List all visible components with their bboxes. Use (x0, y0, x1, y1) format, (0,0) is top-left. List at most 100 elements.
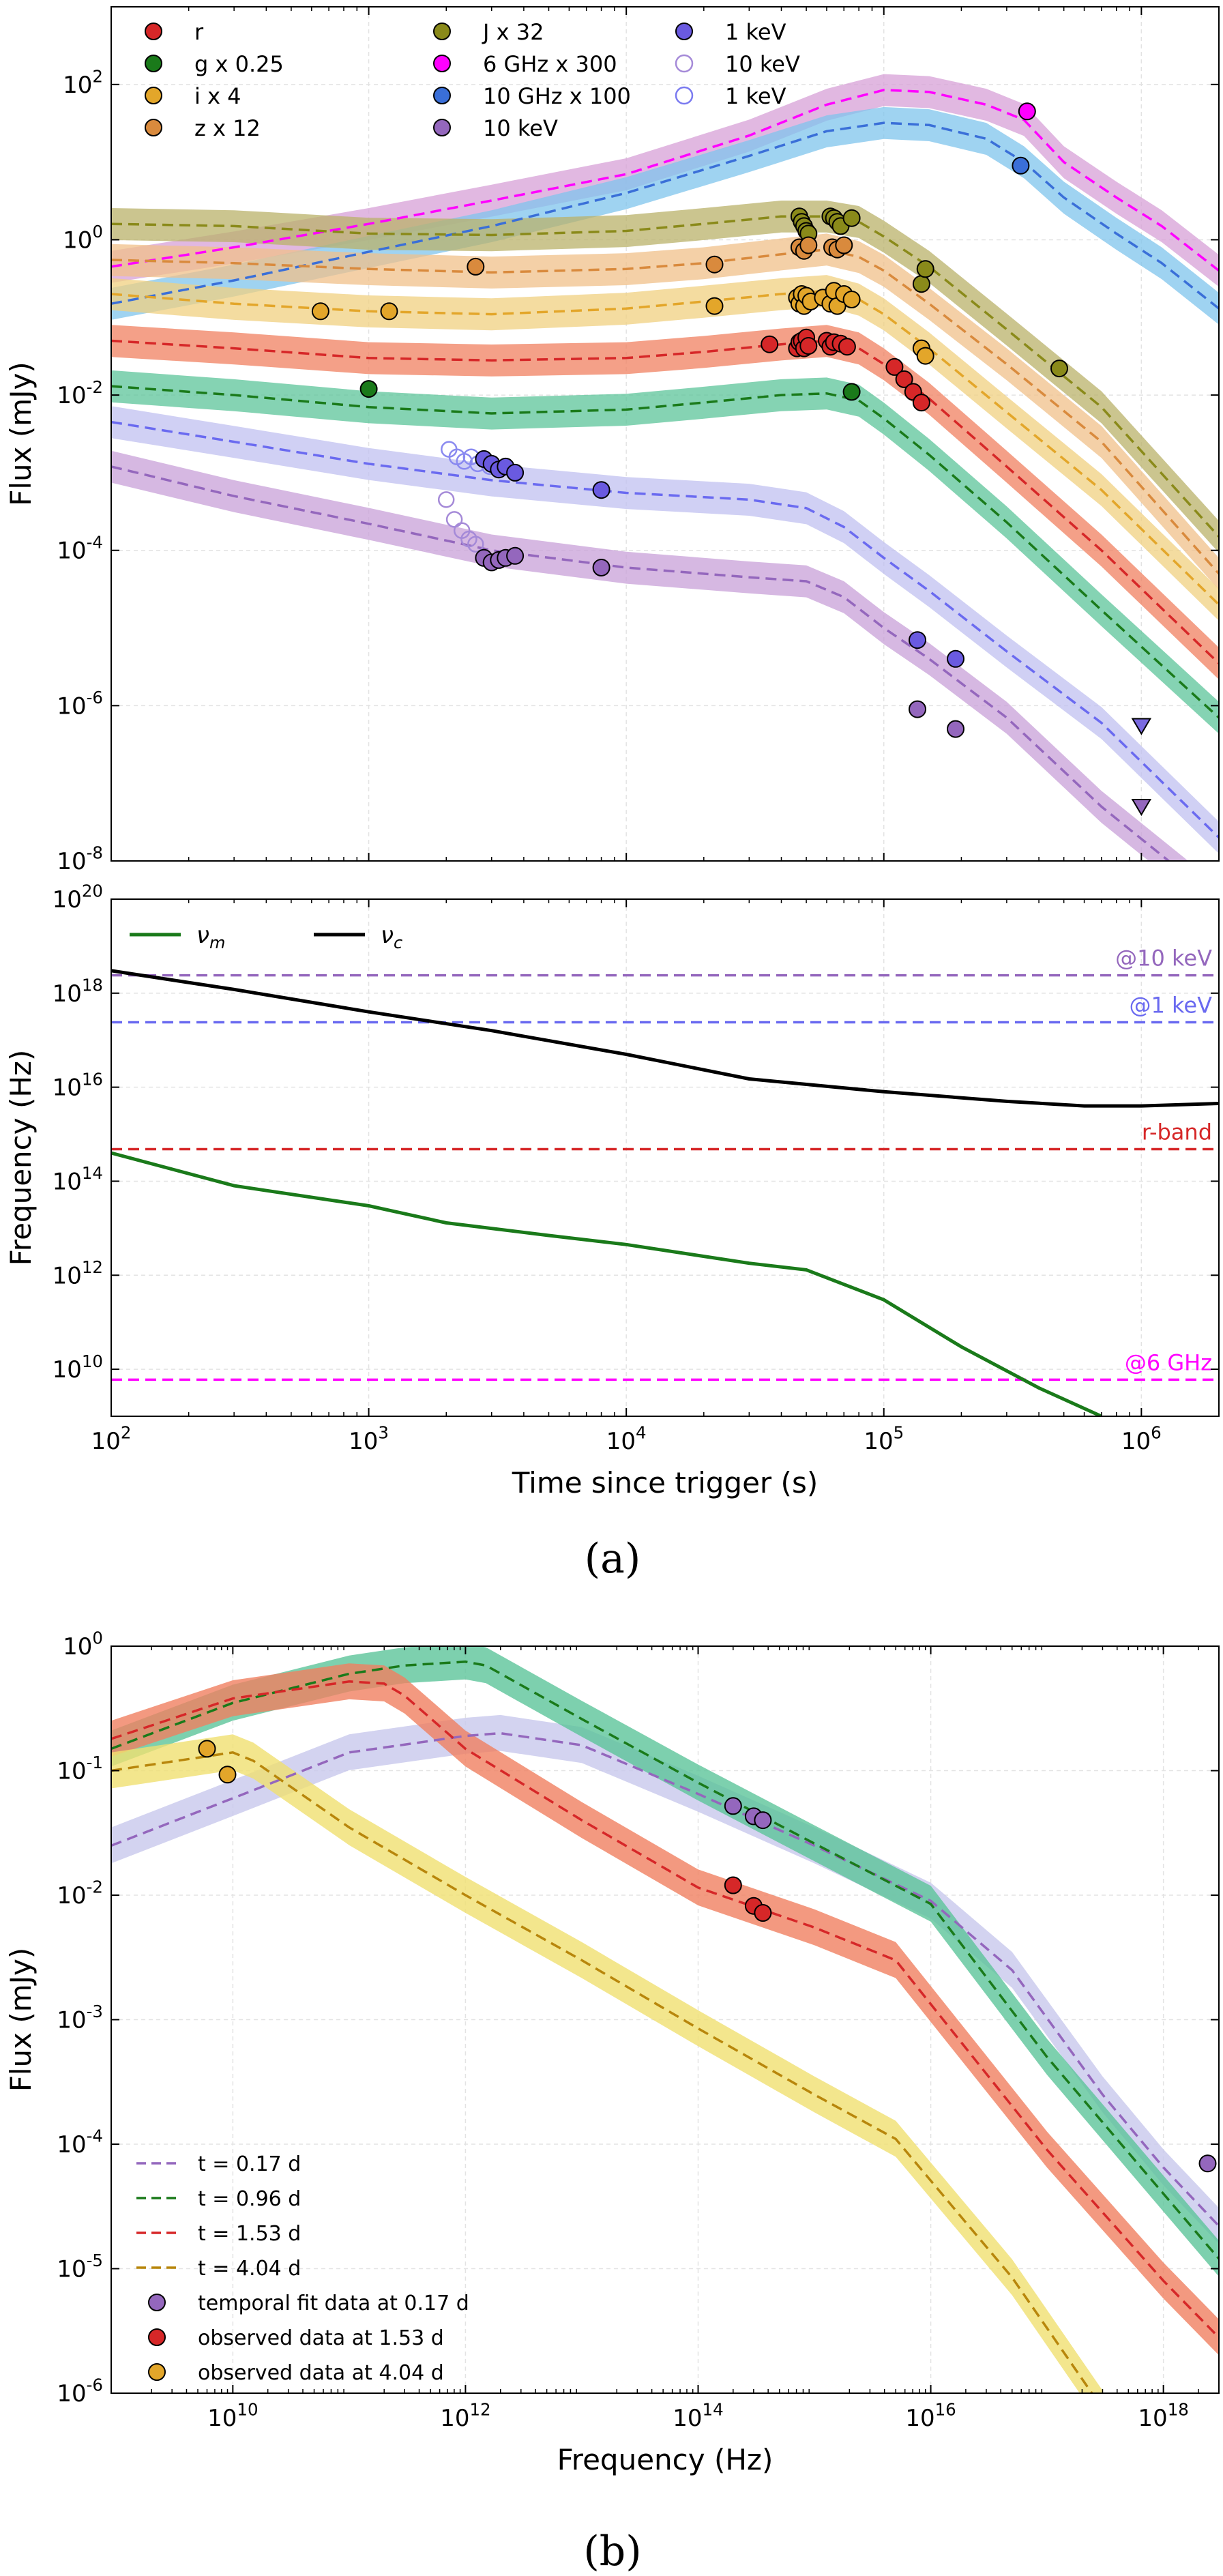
x-tick-label: 106 (1121, 1423, 1162, 1455)
data-point (705, 255, 724, 274)
legend-label: t = 0.96 d (198, 2187, 301, 2211)
data-point (467, 257, 485, 276)
legend-label: νm (196, 922, 225, 952)
y-tick-label: 1010 (53, 1351, 103, 1384)
data-point (380, 302, 398, 321)
light-curve-panel: 10-8 10-6 10-4 10-2 100 102 Flux (mJy) r g x 0.2… (4, 6, 1220, 875)
y-tick-label: 1018 (53, 976, 103, 1008)
y-tick-label: 100 (63, 1628, 103, 1660)
plot-frame (110, 6, 1220, 862)
model-band-i (111, 275, 1219, 621)
data-point (198, 1740, 216, 1758)
data-point (761, 335, 779, 353)
reference-line-label: @6 GHz (1125, 1349, 1212, 1375)
data-point (835, 236, 853, 254)
legend-marker (433, 23, 451, 40)
data-point (916, 347, 934, 365)
data-point (947, 720, 964, 738)
data-point (1018, 102, 1036, 121)
y-tick-label: 10-4 (57, 532, 103, 564)
legend-label: z x 12 (194, 115, 261, 141)
legend-marker (145, 119, 162, 136)
legend-label: J x 32 (482, 19, 544, 45)
y-axis-label: Flux (mJy) (4, 362, 38, 506)
model-line-xray1 (111, 420, 1219, 838)
legend-label: 6 GHz x 300 (483, 51, 617, 77)
y-tick-label: 100 (63, 222, 103, 254)
data-point (592, 481, 610, 499)
data-point (842, 383, 861, 401)
y-tick-label: 10-5 (57, 2251, 103, 2283)
break-frequency-panel: @10 keV @1 keV r-band @6 GHz 102 103 104 105 106… (4, 881, 1220, 1499)
sed-line-t153 (111, 1680, 1219, 2339)
x-tick-label: 1018 (1138, 2400, 1188, 2432)
x-tick-label: 1016 (905, 2400, 956, 2432)
data-point (799, 337, 818, 355)
open-data-point (445, 511, 463, 528)
spectrum-panel: 1010 1012 1014 1016 1018 10-6 10-5 10-4 10-3 10-2… (4, 1628, 1220, 2476)
legend-label: 1 keV (725, 83, 786, 109)
open-data-point (437, 491, 455, 508)
caption-a: (a) (585, 1535, 641, 1583)
data-point (842, 209, 861, 227)
data-point (311, 302, 329, 321)
legend-marker (148, 2294, 166, 2311)
y-axis-label: Flux (mJy) (4, 1948, 38, 2092)
legend-label: 10 GHz x 100 (483, 83, 631, 109)
model-band-xray1 (111, 406, 1219, 854)
data-point (1050, 360, 1068, 378)
model-line-radio10 (111, 121, 1219, 310)
sed-line-t017 (111, 1731, 1219, 2227)
data-point (842, 291, 861, 308)
model-band-J (111, 201, 1219, 553)
model-line-g (111, 385, 1219, 719)
plot-frame (110, 898, 1220, 1417)
x-tick-label: 103 (349, 1423, 389, 1455)
model-band-z (111, 233, 1219, 590)
data-point (912, 394, 930, 412)
x-axis-label: Time since trigger (s) (512, 1466, 818, 1499)
data-point (885, 357, 904, 376)
legend-label: νc (381, 922, 402, 952)
data-point (592, 559, 610, 576)
data-point (724, 1797, 742, 1815)
y-tick-label: 10-1 (57, 1753, 103, 1785)
reference-line-label: @1 keV (1130, 993, 1213, 1019)
x-tick-label: 1010 (207, 2400, 258, 2432)
legend-marker (433, 87, 451, 104)
legend-marker (433, 55, 451, 72)
y-axis-label: Frequency (Hz) (4, 1050, 38, 1266)
y-tick-label: 10-6 (57, 2375, 103, 2407)
y-tick-label: 10-6 (57, 688, 103, 720)
data-point (506, 546, 525, 565)
data-point (838, 338, 856, 356)
data-point (916, 260, 934, 278)
plot-area (111, 969, 1219, 1416)
x-tick-label: 1014 (673, 2400, 723, 2432)
frequency-line-nu_m (111, 1151, 1102, 1416)
y-tick-label: 10-2 (57, 377, 103, 409)
model-line-z (111, 248, 1219, 575)
legend-label: 10 keV (483, 115, 558, 141)
y-tick-label: 10-2 (57, 1877, 103, 1909)
data-point (218, 1766, 237, 1784)
y-tick-label: 1012 (53, 1257, 103, 1289)
model-band-r (111, 325, 1219, 680)
legend-marker (433, 119, 451, 136)
y-tick-label: 1014 (53, 1163, 103, 1195)
y-tick-label: 10-3 (57, 2002, 103, 2034)
legend-label: t = 4.04 d (198, 2257, 301, 2281)
reference-line-label: r-band (1142, 1119, 1212, 1145)
data-point (799, 236, 818, 254)
plot-area (111, 74, 1219, 861)
reference-line-label: @10 keV (1115, 946, 1212, 971)
legend-label: observed data at 4.04 d (198, 2361, 444, 2385)
y-tick-label: 1020 (53, 881, 103, 913)
legend-marker (145, 87, 162, 104)
x-tick-label: 104 (606, 1423, 647, 1455)
plot-area (111, 1646, 1219, 2393)
upper-limit-marker (1131, 718, 1152, 735)
model-line-radio6 (111, 89, 1219, 272)
model-line-r (111, 339, 1219, 664)
